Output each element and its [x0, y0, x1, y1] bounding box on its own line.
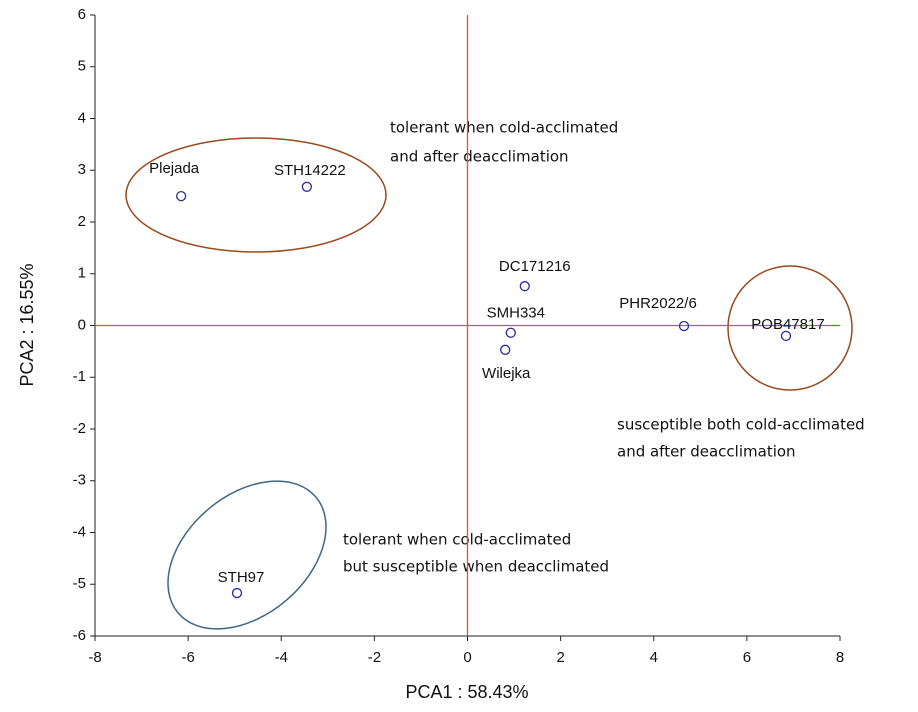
y-tick-label: -5	[73, 575, 86, 592]
y-tick-label: 0	[78, 316, 86, 333]
point	[231, 587, 243, 599]
x-tick-label: -2	[368, 649, 381, 666]
point	[301, 181, 313, 192]
y-tick-label: 3	[78, 161, 86, 178]
annotation: and after deacclimation	[390, 148, 569, 166]
x-tick-label: -6	[181, 649, 194, 666]
x-tick-label: 0	[463, 649, 471, 666]
point-label: Plejada	[149, 160, 200, 177]
x-tick-label: 6	[743, 649, 751, 666]
point	[780, 330, 792, 342]
x-tick-label: 8	[836, 649, 844, 666]
x-tick-label: -4	[275, 649, 288, 666]
annotation: tolerant when cold-acclimated	[390, 119, 618, 137]
point-label: STH97	[218, 569, 265, 586]
point	[175, 190, 187, 202]
y-axis-label: PCA2 : 16.55%	[17, 263, 37, 386]
x-tick-label: 2	[556, 649, 564, 666]
point-label: STH14222	[274, 162, 346, 179]
y-tick-label: -1	[73, 368, 86, 385]
point	[505, 327, 516, 338]
annotation: but susceptible when deacclimated	[343, 558, 609, 576]
group-ellipse	[167, 480, 327, 630]
point-label: SMH334	[487, 305, 545, 322]
annotation: tolerant when cold-acclimated	[343, 531, 571, 549]
y-tick-label: 2	[78, 213, 86, 230]
point-label: POB47817	[751, 316, 824, 333]
point-label: DC171216	[499, 258, 571, 275]
group-ellipse	[125, 137, 387, 253]
y-tick-label: 1	[78, 265, 86, 282]
point-label: Wilejka	[482, 365, 531, 382]
point	[500, 344, 511, 355]
y-tick-label: -3	[73, 472, 86, 489]
y-tick-label: -2	[73, 420, 86, 437]
x-axis-label: PCA1 : 58.43%	[405, 682, 528, 702]
point-label: PHR2022/6	[619, 295, 697, 312]
x-tick-label: 4	[650, 649, 658, 666]
y-tick-label: -6	[73, 627, 86, 644]
y-tick-label: 6	[78, 6, 86, 23]
point	[519, 281, 530, 292]
group-circle	[727, 265, 853, 391]
annotation: and after deacclimation	[617, 443, 796, 461]
point	[678, 320, 690, 332]
annotation: susceptible both cold-acclimated	[617, 416, 865, 434]
y-tick-label: -4	[73, 523, 86, 540]
y-tick-label: 4	[78, 109, 86, 126]
y-tick-label: 5	[78, 58, 86, 75]
x-tick-label: -8	[88, 649, 101, 666]
